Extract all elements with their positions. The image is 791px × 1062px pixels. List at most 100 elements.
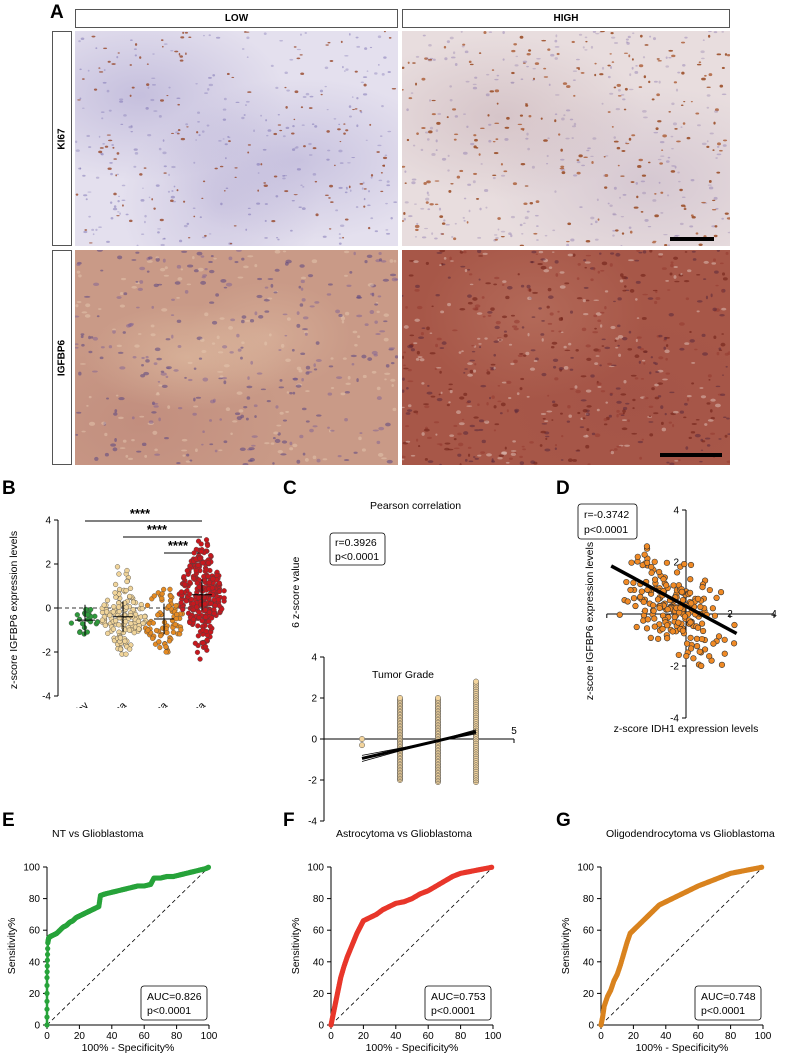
nucleus: [551, 419, 554, 421]
roc-auc: AUC=0.748: [701, 991, 756, 1003]
nucleus: [525, 137, 529, 140]
nucleus: [367, 283, 374, 287]
nucleus: [603, 156, 606, 158]
nucleus: [193, 397, 196, 402]
nucleus: [177, 128, 181, 132]
nucleus: [533, 232, 538, 235]
d-ytick-label: 2: [673, 558, 679, 569]
nucleus: [412, 144, 416, 147]
nucleus: [319, 89, 324, 93]
c-xtick-label: 5: [511, 726, 517, 737]
nucleus: [701, 440, 706, 443]
nucleus: [393, 201, 398, 203]
nucleus: [195, 139, 198, 141]
nucleus: [85, 198, 88, 201]
nucleus: [136, 450, 142, 453]
nucleus: [453, 237, 457, 241]
nucleus: [592, 331, 599, 334]
b-significance: ************: [85, 506, 202, 554]
nucleus: [251, 435, 258, 438]
nucleus: [581, 164, 586, 167]
nucleus: [472, 180, 476, 184]
nucleus: [234, 261, 239, 264]
nucleus: [724, 53, 728, 56]
b-point: [94, 619, 101, 625]
nucleus: [453, 447, 460, 450]
nucleus: [338, 149, 343, 153]
nucleus: [130, 130, 134, 133]
nucleus: [654, 300, 658, 305]
column-header-low: LOW: [75, 9, 398, 28]
nucleus: [445, 223, 450, 226]
nucleus: [385, 232, 391, 235]
nucleus: [225, 407, 231, 412]
roc-ylabel: Sensitivity%: [290, 918, 302, 975]
nucleus: [680, 126, 683, 128]
nucleus: [283, 174, 288, 177]
nucleus: [152, 430, 158, 435]
nucleus: [468, 460, 474, 463]
nucleus: [303, 331, 309, 334]
nucleus: [511, 49, 516, 53]
nucleus: [480, 451, 486, 454]
nucleus: [301, 298, 306, 302]
nucleus: [474, 76, 478, 79]
d-point: [650, 607, 657, 614]
nucleus: [170, 195, 175, 199]
nucleus: [689, 225, 694, 228]
b-point: [178, 600, 184, 606]
b-point: [81, 631, 87, 637]
nucleus: [164, 437, 169, 440]
nucleus: [548, 266, 553, 269]
nucleus: [306, 371, 313, 373]
nucleus: [192, 207, 196, 209]
nucleus: [436, 251, 443, 254]
nucleus: [154, 453, 161, 456]
nucleus: [421, 236, 427, 239]
b-point: [178, 589, 185, 595]
nucleus: [457, 442, 464, 447]
nucleus: [654, 396, 660, 400]
roc-reference-line: [46, 866, 210, 1026]
b-point: [127, 646, 133, 652]
nucleus: [519, 353, 524, 355]
nucleus: [416, 132, 419, 135]
nucleus: [296, 459, 301, 464]
nucleus: [355, 36, 359, 39]
nucleus: [403, 351, 407, 354]
nucleus: [162, 258, 166, 263]
roc-point: [44, 969, 50, 975]
nucleus: [347, 162, 351, 164]
nucleus: [640, 347, 644, 351]
nucleus: [344, 418, 348, 422]
nucleus: [125, 324, 132, 328]
nucleus: [691, 215, 696, 219]
nucleus: [594, 73, 597, 77]
nucleus: [444, 57, 448, 61]
nucleus: [147, 133, 152, 137]
nucleus: [611, 36, 616, 39]
nucleus: [127, 323, 133, 328]
nucleus: [322, 458, 328, 461]
nucleus: [305, 390, 310, 393]
nucleus: [658, 334, 663, 338]
nucleus: [167, 190, 171, 193]
nucleus: [143, 371, 150, 376]
nucleus: [354, 343, 358, 347]
nucleus: [106, 240, 110, 243]
nucleus: [668, 49, 674, 52]
nucleus: [686, 397, 690, 402]
nucleus: [158, 115, 162, 118]
nucleus: [459, 250, 464, 254]
nucleus: [405, 425, 410, 428]
b-point: [112, 581, 119, 588]
nucleus: [504, 126, 510, 129]
nucleus: [91, 370, 98, 373]
roc-ytick-label: 0: [588, 1021, 594, 1032]
nucleus: [715, 385, 721, 388]
nucleus: [182, 31, 185, 34]
nucleus: [471, 350, 476, 353]
nucleus: [202, 180, 206, 183]
nucleus: [278, 349, 282, 351]
nucleus: [289, 441, 293, 446]
